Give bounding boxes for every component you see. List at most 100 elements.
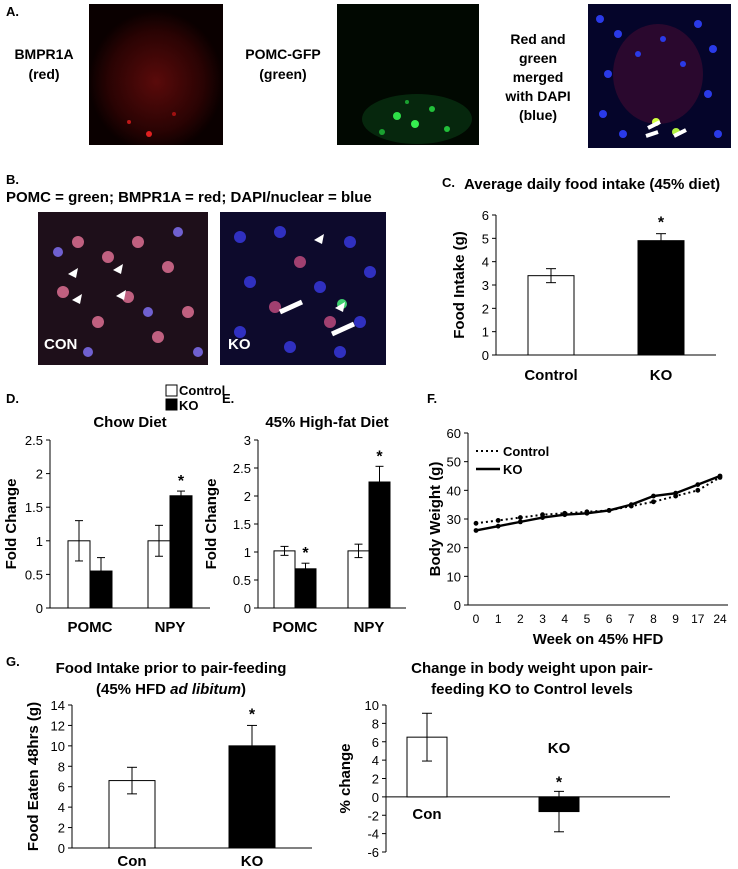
y-tick-label: 6	[482, 208, 489, 223]
y-axis-label: Body Weight (g)	[427, 462, 444, 577]
panel-b-letter: B.	[6, 172, 19, 187]
micrograph-bmpr1a	[89, 4, 223, 145]
significance-marker: *	[556, 774, 563, 791]
bar-ko-npy	[169, 495, 193, 609]
chart-g-letter: G.	[6, 654, 20, 669]
y-tick-label: 10	[365, 698, 379, 713]
y-tick-label: -4	[367, 827, 379, 842]
bar-control-npy	[347, 550, 370, 609]
label-line: (green)	[259, 66, 307, 82]
y-tick-label: 0	[244, 601, 251, 616]
micrograph-pomc-gfp	[337, 4, 479, 145]
micrograph-con-art	[38, 212, 208, 365]
y-tick-label: -6	[367, 845, 379, 860]
subtitle-italic: ad libitum	[170, 681, 241, 698]
point-ko	[673, 490, 679, 496]
x-category-label: POMC	[68, 619, 113, 636]
bar-control	[527, 275, 575, 356]
x-category-label: Con	[117, 853, 146, 869]
y-axis-label: Fold Change	[203, 479, 220, 570]
label-line: merged	[512, 69, 564, 85]
x-category-label: NPY	[354, 619, 385, 636]
line-ko	[475, 474, 721, 532]
x-category-label: KO	[650, 367, 673, 384]
y-tick-label: 4	[372, 753, 379, 768]
x-category-label: KO	[548, 740, 571, 757]
point-ko	[517, 519, 523, 525]
legend-label-control: Control	[503, 444, 549, 459]
x-category-label: Control	[524, 367, 577, 384]
y-tick-label: 30	[447, 512, 461, 527]
y-tick-label: 60	[447, 426, 461, 441]
x-tick-label: 2	[517, 612, 524, 626]
significance-marker: *	[376, 448, 383, 465]
chart-c-title: Average daily food intake (45% diet)	[464, 176, 720, 193]
bar-ko-npy	[368, 481, 391, 609]
y-tick-label: 4	[482, 255, 489, 270]
y-tick-label: 12	[51, 718, 65, 733]
y-axis-label: % change	[337, 743, 354, 813]
legend-label-control: Control	[179, 383, 225, 398]
point-ko	[495, 523, 501, 529]
chart-f-letter: F.	[427, 391, 437, 406]
y-tick-label: 1.5	[233, 517, 251, 532]
x-tick-label: 5	[584, 612, 591, 626]
label-line: (blue)	[518, 107, 558, 123]
y-tick-label: 0	[454, 598, 461, 613]
point-ko	[695, 482, 701, 487]
point-ko	[584, 510, 590, 516]
y-axis-label: Food Intake (g)	[451, 231, 468, 339]
y-tick-label: 10	[51, 739, 65, 754]
y-tick-label: 5	[482, 231, 489, 246]
x-category-label: Con	[412, 806, 441, 823]
point-ko	[473, 528, 479, 533]
x-axis-label: Week on 45% HFD	[533, 631, 664, 648]
x-tick-label: 4	[561, 612, 568, 626]
subtitle-part: (45% HFD	[96, 681, 170, 698]
y-tick-label: 1.5	[25, 500, 43, 515]
y-tick-label: 0	[482, 348, 489, 363]
label-line: (red)	[28, 66, 60, 82]
x-tick-label: 7	[628, 612, 635, 626]
legend-label-ko: KO	[179, 398, 199, 413]
y-tick-label: 1	[244, 545, 251, 560]
line-control	[475, 476, 721, 525]
x-tick-label: 0	[473, 612, 480, 626]
panel-a-label-green: POMC-GFP (green)	[233, 44, 333, 84]
legend-label-ko: KO	[503, 462, 523, 477]
y-tick-label: 2	[36, 467, 43, 482]
point-control	[517, 515, 523, 520]
point-ko	[606, 508, 612, 513]
x-tick-label: 24	[713, 612, 727, 626]
chart-d-letter: D.	[6, 391, 19, 406]
micrograph-merged	[588, 4, 731, 148]
micrograph-con-label: CON	[44, 336, 78, 353]
panel-b-legend: POMC = green; BMPR1A = red; DAPI/nuclear…	[6, 189, 372, 206]
panel-a-label-merged: Red and green merged with DAPI (blue)	[492, 30, 584, 125]
x-tick-label: 8	[650, 612, 657, 626]
y-tick-label: 14	[51, 698, 65, 713]
y-axis-label: Fold Change	[3, 479, 20, 570]
chart-c-letter: C.	[442, 175, 455, 190]
point-ko	[540, 515, 545, 520]
x-tick-label: 1	[495, 612, 502, 626]
y-tick-label: 8	[372, 716, 379, 731]
micrograph-ko-label: KO	[228, 336, 251, 353]
point-ko	[651, 493, 656, 499]
micrograph-merged-art	[588, 4, 731, 148]
y-axis-label: Food Eaten 48hrs (g)	[25, 702, 42, 851]
micrograph-ko	[220, 212, 386, 365]
y-tick-label: 0.5	[25, 567, 43, 582]
point-control	[695, 487, 701, 493]
y-tick-label: 50	[447, 455, 461, 470]
y-tick-label: 2.5	[25, 433, 43, 448]
point-ko	[717, 473, 723, 479]
label-line: POMC-GFP	[245, 46, 321, 62]
y-tick-label: 2.5	[233, 461, 251, 476]
x-tick-label: 3	[539, 612, 546, 626]
chart-e-title: 45% High-fat Diet	[265, 414, 388, 431]
x-tick-label: 6	[606, 612, 613, 626]
x-category-label: KO	[241, 853, 264, 869]
significance-marker: *	[249, 706, 256, 723]
